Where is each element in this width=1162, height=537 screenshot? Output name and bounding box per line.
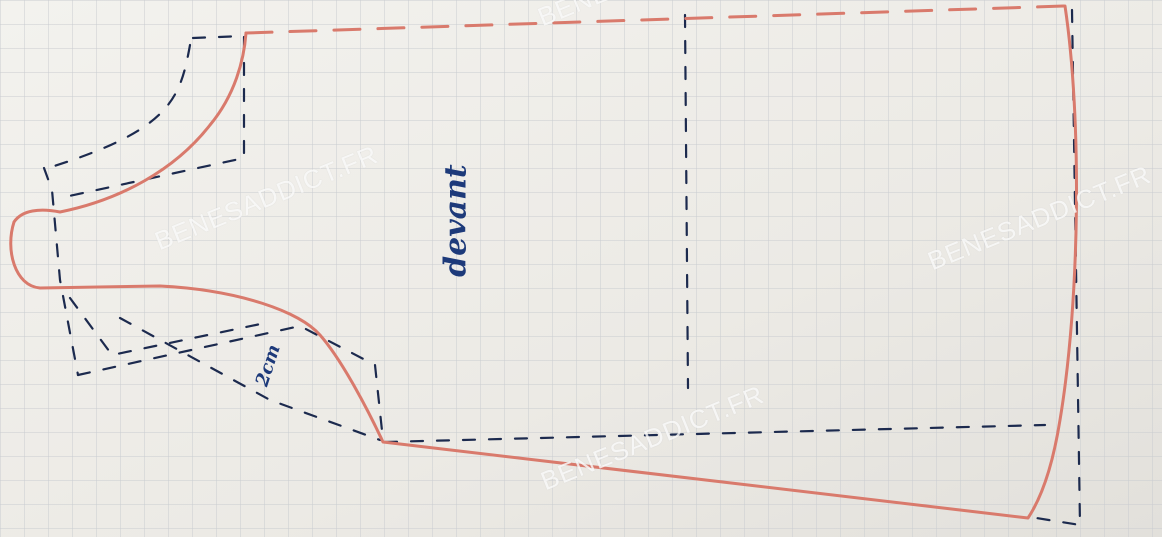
- top-seam-dashed: [244, 4, 1067, 35]
- pattern-outline: [9, 4, 1078, 520]
- dashed-construction-lines: [42, 8, 1082, 527]
- piece-name-label: devant: [438, 164, 474, 277]
